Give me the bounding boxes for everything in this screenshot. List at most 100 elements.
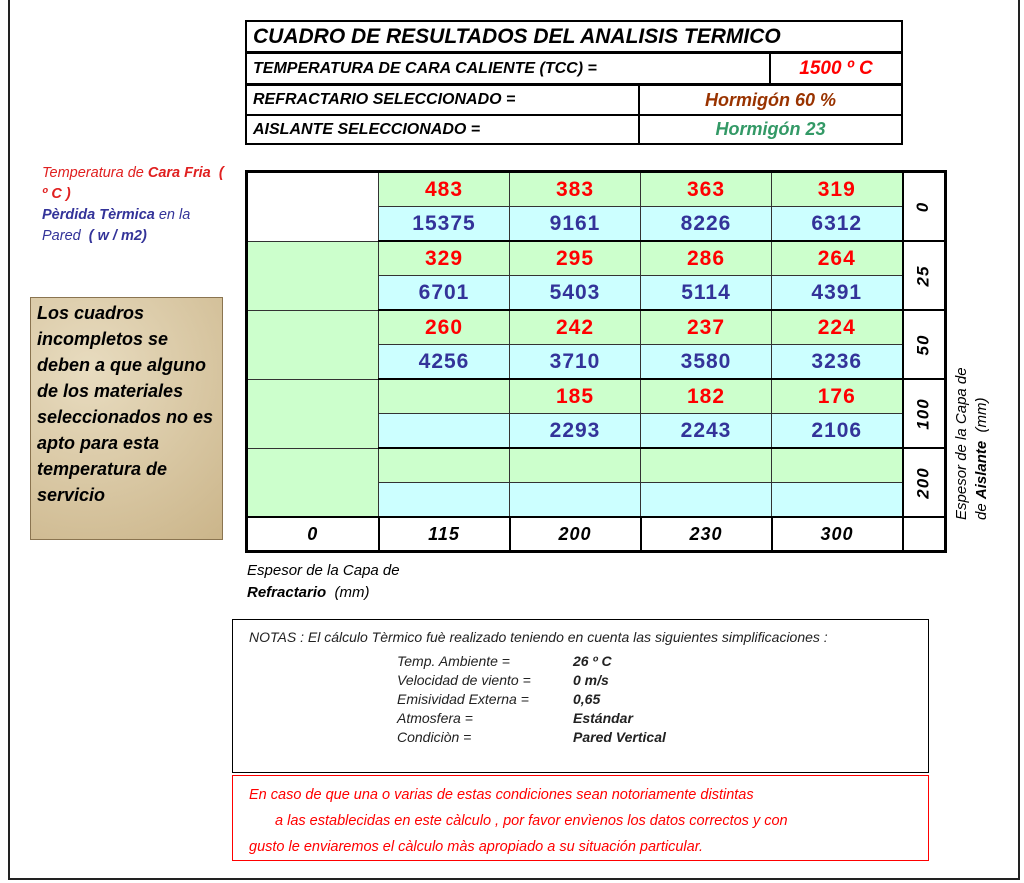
incomplete-note: Los cuadros incompletos se deben a que a… — [30, 297, 223, 540]
heat-loss-cell: 3236 — [771, 344, 903, 380]
temperature-row: 329 295 286 264 25 — [246, 240, 946, 311]
refractario-thickness-row: 0 115 200 230 300 — [245, 516, 946, 553]
aislante-thickness: 0 — [901, 170, 946, 242]
y-label-bold: Aislante — [973, 440, 990, 500]
report-title: CUADRO DE RESULTADOS DEL ANALISIS TERMIC… — [245, 20, 903, 53]
heat-loss-row: 15375 9161 8226 6312 — [247, 206, 946, 242]
x-label-unit: (mm) — [334, 584, 370, 601]
warning-line: gusto le enviaremos el càlculo màs aprop… — [249, 839, 704, 855]
x-label-bold: Refractario — [247, 584, 327, 601]
temperature-cell: 237 — [640, 309, 772, 345]
legend-loss-text: en la Pared — [42, 207, 191, 244]
temperature-row: 185 182 176 100 — [246, 378, 946, 449]
heat-loss-cell: 3710 — [509, 344, 641, 380]
temperature-cell: 383 — [509, 171, 641, 207]
condition-row: Atmosfera = Estándar — [397, 709, 912, 728]
heat-loss-row: 6701 5403 5114 4391 — [247, 275, 946, 311]
notes-box: NOTAS : El cálculo Tèrmico fuè realizado… — [232, 619, 929, 773]
aislante-thickness-label: 100 — [913, 397, 933, 430]
y-label-text: Espesor de la Capa de — [953, 367, 970, 520]
heat-loss-cell — [771, 482, 903, 518]
heat-loss-cell: 9161 — [509, 206, 641, 242]
heat-loss-row — [247, 482, 946, 518]
refractario-thickness: 200 — [508, 516, 642, 553]
aislante-thickness-label: 0 — [913, 201, 933, 212]
aislante-thickness-label: 50 — [913, 334, 933, 355]
temperature-cell: 224 — [771, 309, 903, 345]
temperature-row: 200 — [246, 447, 946, 518]
aislante-label: AISLANTE SELECCIONADO = — [245, 114, 640, 145]
aislante-thickness-label: 200 — [913, 466, 933, 499]
condition-label: Condiciòn = — [397, 729, 472, 745]
condition-row: Temp. Ambiente = 26 º C — [397, 652, 912, 671]
results-table: 483 383 363 319 0 15375 9161 8226 6312 329 295 286 2… — [245, 170, 947, 553]
condition-row: Condiciòn = Pared Vertical — [397, 728, 912, 747]
blank-cell — [246, 378, 379, 449]
tcc-label: TEMPERATURA DE CARA CALIENTE (TCC) = — [245, 52, 771, 85]
aislante-thickness-label: 25 — [913, 265, 933, 286]
warning-line: En caso de que una o varias de estas con… — [249, 787, 754, 803]
temperature-cell: 295 — [509, 240, 641, 276]
condition-value: Pared Vertical — [573, 729, 666, 745]
heat-loss-cell — [640, 482, 772, 518]
condition-value: Estándar — [573, 710, 633, 726]
temperature-cell: 319 — [771, 171, 903, 207]
temperature-cell: 363 — [640, 171, 772, 207]
aislante-thickness: 200 — [901, 447, 946, 518]
warning-line: a las establecidas en este càlculo , por… — [275, 813, 788, 829]
x-label-text: Espesor de la Capa de — [247, 562, 400, 579]
refractario-thickness: 115 — [377, 516, 511, 553]
refractario-thickness: 0 — [245, 516, 380, 553]
temperature-cell: 176 — [771, 378, 903, 414]
heat-loss-cell: 2106 — [771, 413, 903, 449]
heat-loss-row: 4256 3710 3580 3236 — [247, 344, 946, 380]
blank-cell — [246, 309, 379, 380]
heat-loss-cell — [378, 482, 510, 518]
heat-loss-cell: 4256 — [378, 344, 510, 380]
heat-loss-cell: 2293 — [509, 413, 641, 449]
refractario-value: Hormigón 60 % — [638, 84, 903, 116]
temperature-cell: 329 — [378, 240, 510, 276]
condition-value: 0 m/s — [573, 672, 609, 688]
condition-label: Temp. Ambiente = — [397, 653, 510, 669]
notes-intro: NOTAS : El cálculo Tèrmico fuè realizado… — [249, 629, 828, 645]
heat-loss-row: 2293 2243 2106 — [247, 413, 946, 449]
heat-loss-cell: 5403 — [509, 275, 641, 311]
blank-cell — [246, 240, 379, 311]
aislante-value: Hormigón 23 — [638, 114, 903, 145]
heat-loss-cell: 6312 — [771, 206, 903, 242]
condition-value: 26 º C — [573, 653, 612, 669]
heat-loss-cell: 4391 — [771, 275, 903, 311]
page-frame — [8, 0, 1020, 880]
condition-label: Emisividad Externa = — [397, 691, 529, 707]
legend-temp-text: Temperatura de — [42, 165, 148, 181]
temperature-cell — [640, 447, 772, 483]
blank-cell — [246, 171, 379, 242]
temperature-cell — [509, 447, 641, 483]
temperature-cell — [771, 447, 903, 483]
temperature-cell — [378, 447, 510, 483]
blank-cell — [246, 447, 379, 518]
temperature-cell: 242 — [509, 309, 641, 345]
tcc-value: 1500 º C — [769, 52, 903, 85]
temperature-row: 260 242 237 224 50 — [246, 309, 946, 380]
condition-row: Velocidad de viento = 0 m/s — [397, 671, 912, 690]
temperature-cell: 483 — [378, 171, 510, 207]
condition-label: Atmosfera = — [397, 710, 473, 726]
condition-label: Velocidad de viento = — [397, 672, 531, 688]
heat-loss-cell — [509, 482, 641, 518]
legend-temp-bold: Cara Fria — [147, 165, 211, 181]
legend-loss-bold: Pèrdida Tèrmica — [42, 207, 155, 223]
x-axis-label: Espesor de la Capa de Refractario (mm) — [247, 560, 400, 604]
legend: Temperatura de Cara Fria ( º C ) Pèrdida… — [42, 163, 227, 247]
temperature-cell — [378, 378, 510, 414]
condition-value: 0,65 — [573, 691, 601, 707]
y-axis-label: Espesor de la Capa de de Aislante (mm) — [952, 320, 992, 520]
refractario-thickness: 300 — [770, 516, 904, 553]
temperature-cell: 260 — [378, 309, 510, 345]
temperature-cell: 264 — [771, 240, 903, 276]
temperature-row: 483 383 363 319 0 — [246, 170, 946, 242]
heat-loss-cell — [378, 413, 510, 449]
heat-loss-cell: 5114 — [640, 275, 772, 311]
temperature-cell: 286 — [640, 240, 772, 276]
